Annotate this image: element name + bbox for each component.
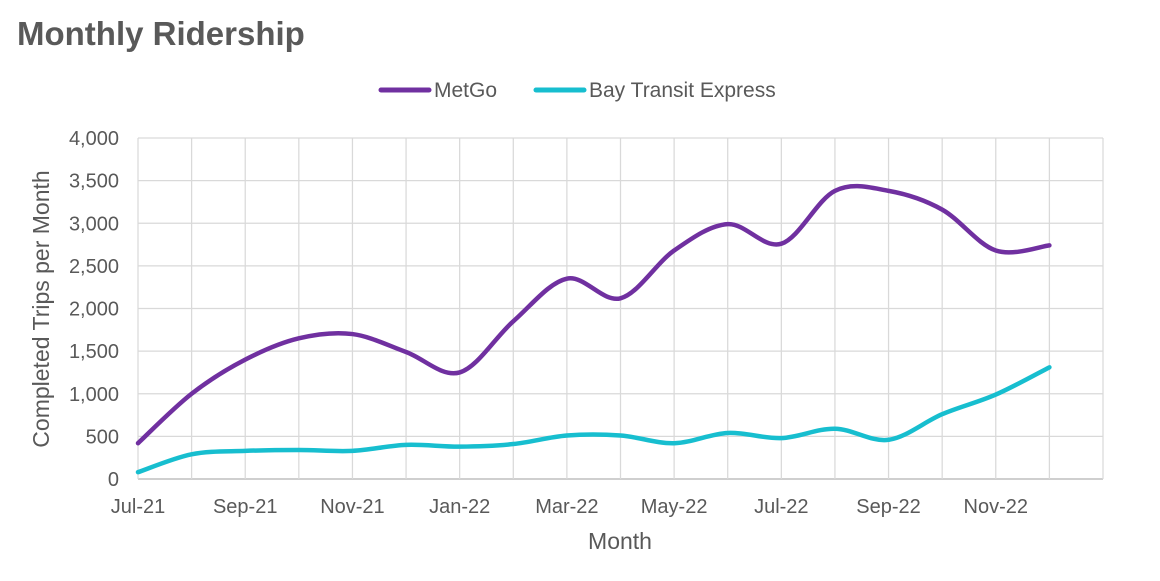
series-lines xyxy=(135,183,1052,475)
x-tick-label: Jul-22 xyxy=(754,496,808,518)
y-tick-label: 4,000 xyxy=(69,128,119,150)
x-tick-label: Sep-22 xyxy=(856,496,921,518)
y-tick-label: 1,500 xyxy=(69,341,119,363)
x-tick-label: May-22 xyxy=(641,496,708,518)
x-tick-label: Mar-22 xyxy=(535,496,598,518)
series-line-bay-transit-express xyxy=(135,365,1052,475)
y-tick-label: 3,000 xyxy=(69,213,119,235)
y-tick-label: 3,500 xyxy=(69,171,119,193)
x-tick-label: Sep-21 xyxy=(213,496,278,518)
y-tick-label: 0 xyxy=(108,469,119,491)
plot-grid xyxy=(137,137,1104,480)
x-axis-ticks: Jul-21 Sep-21 Nov-21 Jan-22 Mar-22 May-22 Jul-… xyxy=(111,496,1028,518)
y-axis-title: Completed Trips per Month xyxy=(28,170,54,447)
x-tick-label: Nov-22 xyxy=(964,496,1028,518)
x-tick-label: Jul-21 xyxy=(111,496,165,518)
y-tick-label: 500 xyxy=(86,426,119,448)
y-tick-label: 1,000 xyxy=(69,384,119,406)
chart-title: Monthly Ridership xyxy=(17,15,305,52)
y-axis-ticks: 0 500 1,000 1,500 2,000 2,500 3,000 3,500 4,000 xyxy=(69,128,119,491)
x-tick-label: Nov-21 xyxy=(320,496,384,518)
series-line-metgo xyxy=(135,183,1052,446)
y-tick-label: 2,000 xyxy=(69,299,119,321)
x-tick-label: Jan-22 xyxy=(429,496,490,518)
legend-label-bay-transit-express: Bay Transit Express xyxy=(589,79,776,102)
legend-label-metgo: MetGo xyxy=(434,79,497,102)
legend: MetGo Bay Transit Express xyxy=(378,79,776,102)
y-tick-label: 2,500 xyxy=(69,256,119,278)
x-axis-title: Month xyxy=(588,528,652,554)
